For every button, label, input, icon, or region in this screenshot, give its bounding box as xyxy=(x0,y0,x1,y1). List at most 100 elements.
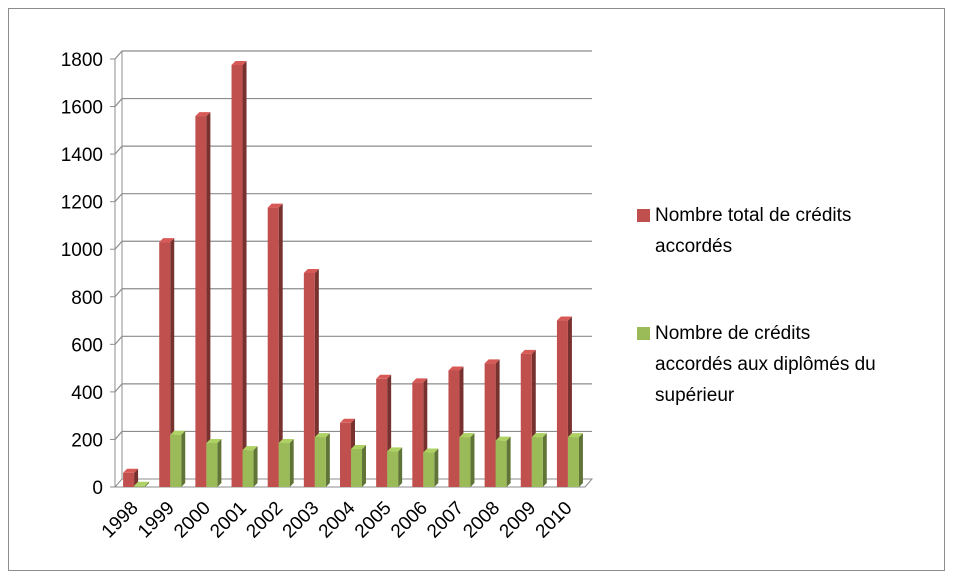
bar-front xyxy=(484,363,496,487)
y-axis-ticks: 0 200 400 600 800 1000 1200 1400 1600 1800 xyxy=(61,50,115,499)
bar-side xyxy=(242,60,247,487)
bar-front xyxy=(520,353,532,487)
bar-front xyxy=(159,242,171,487)
x-tick-label: 2005 xyxy=(351,498,396,543)
bar-top xyxy=(303,269,319,273)
x-tick-label: 2000 xyxy=(170,498,215,543)
bar-diplomes-2007 xyxy=(459,433,475,487)
chart-frame: 0 200 400 600 800 1000 1200 1400 1600 1800 1998 19… xyxy=(8,8,945,571)
bar-front xyxy=(134,485,146,487)
bar-front xyxy=(531,437,543,487)
bar-side xyxy=(470,433,475,487)
bar-front xyxy=(267,207,279,487)
bar-front xyxy=(387,451,399,487)
bar-top xyxy=(484,359,500,364)
gridline xyxy=(114,335,592,345)
y-tick-label: 0 xyxy=(92,478,103,499)
bar-top xyxy=(412,378,428,383)
bar-front xyxy=(448,370,460,487)
bar-top xyxy=(267,203,283,208)
bar-top xyxy=(531,433,547,438)
bar-side xyxy=(217,439,222,487)
bar-front xyxy=(195,116,207,488)
bar-front xyxy=(567,437,579,487)
bar-total-2002 xyxy=(267,203,283,487)
bar-front xyxy=(303,273,315,487)
x-axis-ticks: 1998199920002001200220032004200520062007… xyxy=(98,497,577,542)
bar-total-1999 xyxy=(159,238,175,487)
bar-top xyxy=(520,349,536,354)
bar-top xyxy=(459,433,475,438)
bar-total-2000 xyxy=(195,112,211,488)
bar-diplomes-2006 xyxy=(423,448,439,487)
bar-diplomes-1999 xyxy=(170,430,186,487)
x-tick-label: 2009 xyxy=(496,498,541,543)
bar-top xyxy=(206,439,222,444)
bar-front xyxy=(231,64,243,487)
legend-swatch xyxy=(637,209,650,222)
bar-diplomes-2002 xyxy=(278,439,294,487)
bar-top xyxy=(159,238,175,243)
bar-top xyxy=(567,433,583,438)
gridline xyxy=(114,383,592,393)
legend-label: Nombre de crédits accordés aux diplômés d… xyxy=(655,323,876,406)
bar-side xyxy=(542,433,547,487)
bar-front xyxy=(351,448,362,487)
bar-top xyxy=(195,112,211,117)
bar-top xyxy=(495,436,511,441)
legend-item-diplomes: Nombre de crédits accordés aux diplômés d… xyxy=(637,323,876,406)
bar-top xyxy=(448,366,464,371)
bar-front xyxy=(556,320,568,487)
bar-total-2001 xyxy=(231,60,247,487)
bar-front xyxy=(278,443,290,487)
bar-top xyxy=(123,468,139,473)
bar-side xyxy=(289,439,294,487)
bar-side xyxy=(325,433,330,487)
bar-chart: 0 200 400 600 800 1000 1200 1400 1600 1800 199819… xyxy=(61,50,876,542)
legend-item-total: Nombre total de crédits accordés xyxy=(637,205,851,257)
y-tick-label: 800 xyxy=(71,288,103,309)
legend-swatch xyxy=(637,327,650,340)
bar-total-2003 xyxy=(303,269,319,487)
bar-side xyxy=(398,447,403,487)
bar-front xyxy=(206,443,218,487)
bar-total-1998 xyxy=(123,468,139,487)
bar-diplomes-1998 xyxy=(134,481,150,487)
legend-label: Nombre total de crédits accordés xyxy=(655,205,851,257)
x-tick-label: 1998 xyxy=(98,498,143,543)
bar-top xyxy=(387,447,403,452)
bar-diplomes-2000 xyxy=(206,439,222,487)
bar-side xyxy=(170,238,175,487)
x-tick-label: 2003 xyxy=(279,498,324,543)
x-tick-label: 2008 xyxy=(459,498,504,543)
bar-top xyxy=(231,60,247,65)
bar-diplomes-2008 xyxy=(495,436,511,487)
bar-top xyxy=(340,418,355,423)
gridline xyxy=(114,240,592,250)
x-tick-label: 2007 xyxy=(423,498,468,543)
bar-side xyxy=(578,433,583,487)
bar-diplomes-2001 xyxy=(242,446,258,487)
bar-diplomes-2005 xyxy=(387,447,403,487)
x-tick-label: 2006 xyxy=(387,498,432,543)
bar-front xyxy=(314,437,326,487)
bar-front xyxy=(495,440,507,487)
bar-front xyxy=(123,472,135,487)
bar-front xyxy=(459,437,471,487)
gridlines xyxy=(114,50,592,440)
bar-side xyxy=(362,444,366,487)
y-tick-label: 400 xyxy=(71,383,103,404)
bar-side xyxy=(278,203,283,487)
y-tick-label: 1200 xyxy=(61,193,103,214)
bar-top xyxy=(278,439,294,444)
x-tick-label: 2004 xyxy=(315,497,360,542)
y-tick-label: 1000 xyxy=(61,240,103,261)
y-tick-label: 1400 xyxy=(61,145,103,166)
x-tick-label: 2002 xyxy=(242,498,287,543)
bar-front xyxy=(340,422,351,487)
y-tick-label: 1600 xyxy=(61,98,103,119)
bar-top xyxy=(423,448,439,453)
bar-diplomes-2009 xyxy=(531,433,547,487)
bar-side xyxy=(206,112,211,488)
bar-front xyxy=(423,452,435,487)
